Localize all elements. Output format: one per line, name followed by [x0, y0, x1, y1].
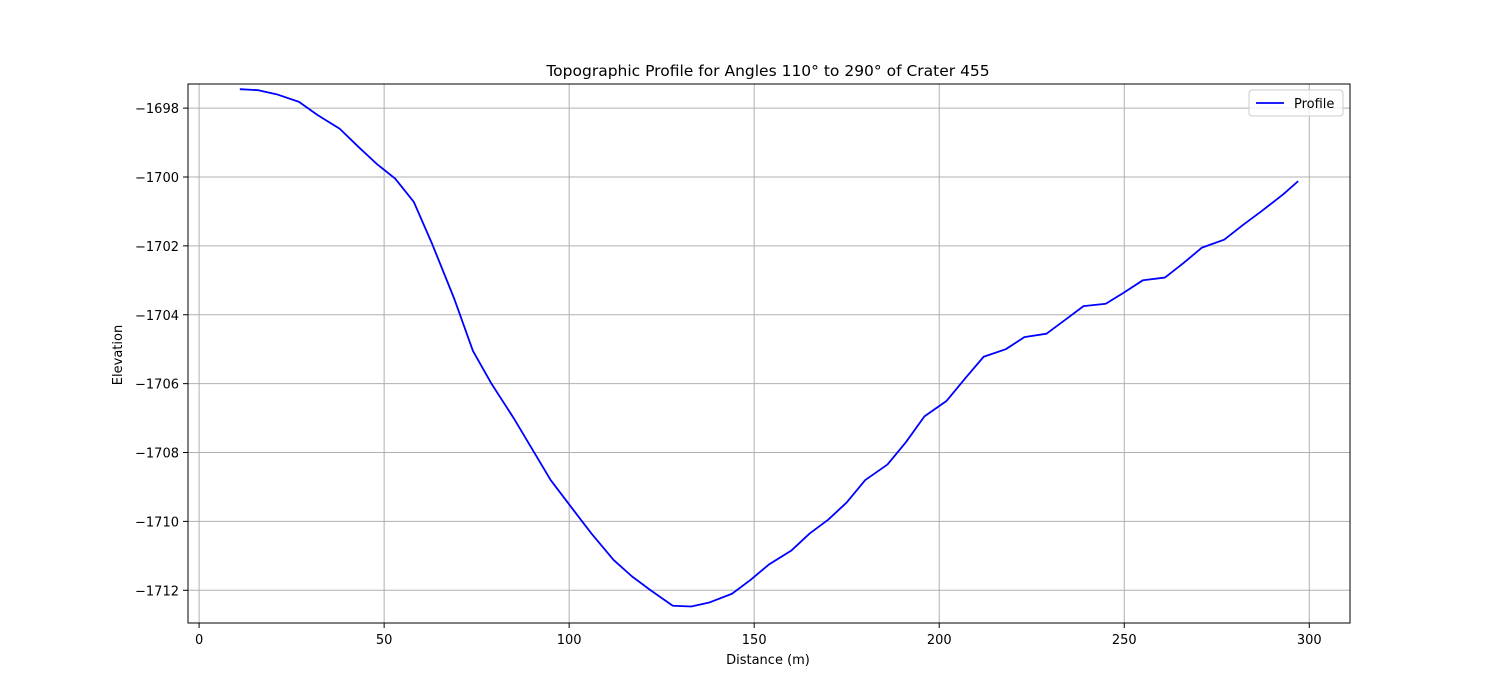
y-axis-ticks: −1698 −1700 −1702 −1704 −1706 −1708 −1710 −1712: [135, 102, 188, 599]
legend: Profile: [1248, 89, 1344, 117]
x-tick-label: 100: [557, 633, 582, 648]
y-tick-label: −1710: [135, 515, 179, 530]
legend-box: [1248, 89, 1344, 117]
x-tick-label: 200: [927, 633, 952, 648]
y-tick-label: −1706: [135, 378, 179, 393]
legend-label: Profile: [1294, 97, 1334, 112]
x-axis-ticks: 0 50 100 150 200 250 300: [195, 623, 1322, 648]
y-axis-label: Elevation: [111, 325, 126, 385]
profile-series-line: [239, 88, 1299, 608]
y-tick-label: −1698: [135, 102, 179, 117]
x-tick-label: 0: [195, 633, 203, 648]
x-axis-label: Distance (m): [726, 653, 810, 668]
x-tick-label: 50: [376, 633, 393, 648]
y-tick-label: −1702: [135, 240, 179, 255]
y-tick-label: −1708: [135, 447, 179, 462]
y-tick-label: −1712: [135, 584, 179, 599]
chart-title: Topographic Profile for Angles 110° to 2…: [545, 62, 989, 80]
x-tick-label: 150: [742, 633, 767, 648]
series-layer: [239, 88, 1299, 608]
grid: [188, 84, 1350, 623]
x-tick-label: 300: [1297, 633, 1322, 648]
plot-frame: [187, 83, 1351, 624]
y-tick-label: −1704: [135, 309, 179, 324]
x-tick-label: 250: [1112, 633, 1137, 648]
y-tick-label: −1700: [135, 171, 179, 186]
